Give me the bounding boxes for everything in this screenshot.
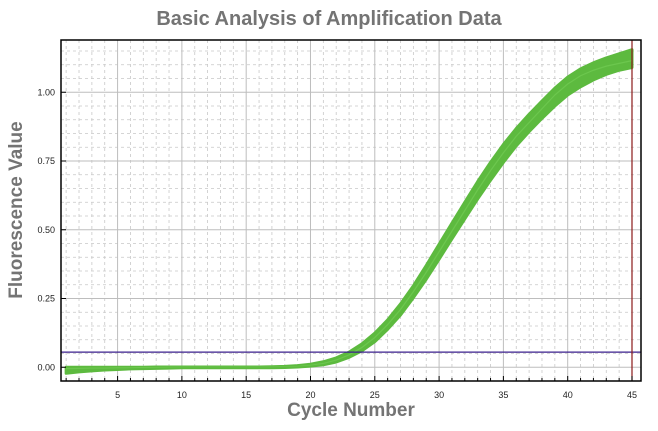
y-tick-label: 0.75	[37, 156, 55, 166]
x-tick-label: 20	[305, 390, 315, 400]
x-tick-label: 30	[434, 390, 444, 400]
x-tick-label: 35	[498, 390, 508, 400]
chart-title: Basic Analysis of Amplification Data	[156, 8, 502, 30]
x-tick-label: 10	[177, 390, 187, 400]
x-tick-label: 15	[241, 390, 251, 400]
x-tick-label: 25	[370, 390, 380, 400]
plot-frame	[60, 39, 642, 382]
y-tick-label: 0.25	[37, 294, 55, 304]
y-tick-label: 0.50	[37, 225, 55, 235]
x-tick-label: 40	[563, 390, 573, 400]
y-tick-label: 1.00	[37, 87, 55, 97]
x-tick-label: 45	[627, 390, 637, 400]
amplification-curve	[66, 60, 633, 370]
x-axis-label: Cycle Number	[287, 400, 415, 421]
x-tick-label: 5	[115, 390, 120, 400]
y-tick-label: 0.00	[37, 362, 55, 372]
amplification-curve	[66, 66, 633, 374]
